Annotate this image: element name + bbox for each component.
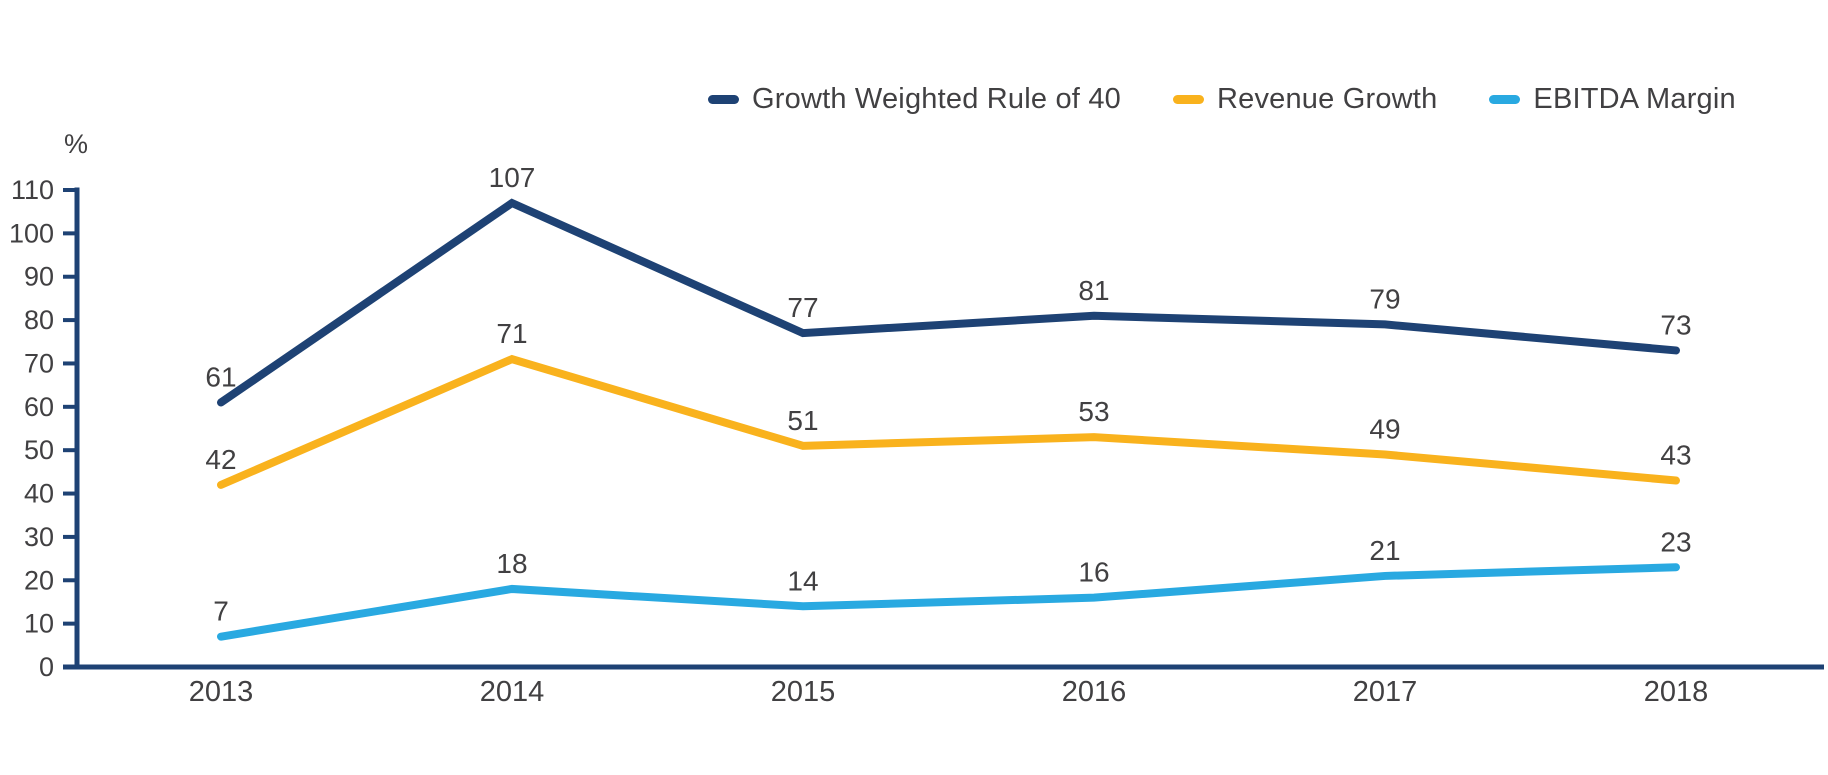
data-label: 61: [205, 361, 236, 392]
y-tick-label: 0: [39, 652, 54, 682]
y-tick-label: 50: [24, 435, 54, 465]
data-label: 43: [1660, 440, 1691, 471]
data-label: 79: [1369, 283, 1400, 314]
data-label: 42: [205, 444, 236, 475]
series-line-growth-weighted-rule-of-40: [217, 198, 1680, 407]
y-tick-label: 60: [24, 392, 54, 422]
data-label: 21: [1369, 535, 1400, 566]
legend-label-ebitda-margin: EBITDA Margin: [1533, 83, 1736, 115]
x-tick-label: 2015: [771, 676, 836, 708]
x-tick-label: 2016: [1062, 676, 1127, 708]
x-tick-label: 2017: [1353, 676, 1418, 708]
legend-swatch-growth-weighted-rule-of-40-icon: [708, 95, 739, 104]
y-axis-unit-label: %: [64, 129, 88, 159]
y-tick-label: 10: [24, 609, 54, 639]
y-axis-tick-labels: 0 10 20 30 40 50 60 70 80 90 100 110: [9, 175, 54, 682]
series-line-revenue-growth: [217, 354, 1680, 489]
x-axis-tick-labels: 2013 2014 2015 2016 2017 2018: [189, 676, 1709, 708]
legend-swatch-revenue-growth-icon: [1172, 95, 1204, 104]
series-line-ebitda-margin: [217, 563, 1680, 641]
data-labels-revenue-growth: 42 71 51 53 49 43: [205, 318, 1691, 475]
data-label: 71: [496, 318, 527, 349]
data-label: 14: [787, 565, 818, 596]
legend-item-growth-weighted-rule-of-40: Growth Weighted Rule of 40: [708, 83, 1121, 116]
legend-swatch-ebitda-margin-icon: [1489, 95, 1521, 104]
data-label: 107: [489, 162, 536, 193]
y-tick-label: 30: [24, 522, 54, 552]
data-label: 53: [1078, 396, 1109, 427]
legend-item-ebitda-margin: EBITDA Margin: [1489, 83, 1736, 116]
legend-label-revenue-growth: Revenue Growth: [1216, 83, 1438, 115]
x-tick-label: 2014: [480, 676, 545, 708]
y-tick-label: 20: [24, 565, 54, 595]
legend-item-revenue-growth: Revenue Growth: [1172, 83, 1438, 116]
y-tick-label: 80: [24, 305, 54, 335]
data-labels-growth-weighted-rule-of-40: 61 107 77 81 79 73: [205, 162, 1691, 392]
data-label: 51: [787, 405, 818, 436]
data-label: 18: [496, 548, 527, 579]
legend-label-growth-weighted-rule-of-40: Growth Weighted Rule of 40: [752, 83, 1121, 115]
y-tick-label: 90: [24, 262, 54, 292]
data-labels-ebitda-margin: 7 18 14 16 21 23: [213, 526, 1691, 626]
y-tick-label: 40: [24, 479, 54, 509]
data-label: 49: [1369, 414, 1400, 445]
y-tick-label: 70: [24, 348, 54, 378]
axes: [63, 187, 1824, 670]
data-label: 77: [787, 292, 818, 323]
x-tick-label: 2013: [189, 676, 254, 708]
y-tick-label: 100: [9, 218, 54, 248]
data-label: 73: [1660, 309, 1691, 340]
x-tick-label: 2018: [1644, 676, 1709, 708]
data-label: 16: [1078, 557, 1109, 588]
data-label: 23: [1660, 526, 1691, 557]
y-tick-label: 110: [11, 175, 54, 205]
legend: Growth Weighted Rule of 40 Revenue Growt…: [708, 83, 1736, 116]
data-label: 7: [213, 596, 229, 627]
data-label: 81: [1078, 275, 1109, 306]
